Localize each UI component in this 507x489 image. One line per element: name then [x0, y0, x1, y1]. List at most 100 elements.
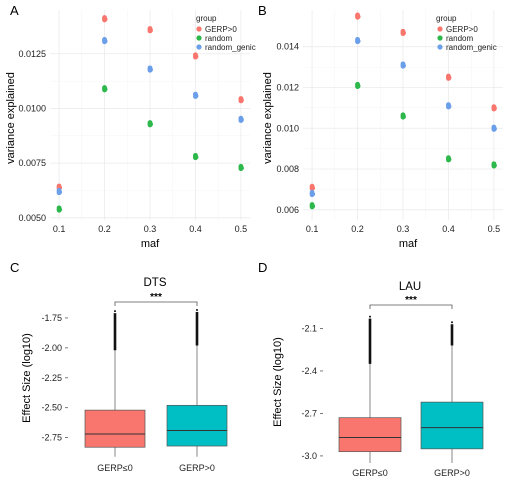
panel-a-x-tick-label: 0.4 [189, 224, 202, 234]
panel-b-point-random [400, 112, 406, 120]
panel-b-x-tick-label: 0.4 [442, 224, 455, 234]
panel-d-y-tick-label: -2.1 [301, 323, 317, 333]
panel-c-box-body [84, 409, 146, 448]
panel-b-legend-marker-random-genic [437, 44, 443, 50]
panel-b-point-gerp-0 [309, 183, 316, 191]
panel-a-point-gerp-0 [102, 15, 108, 23]
panel-c-outliers [113, 313, 117, 351]
panel-a-marks [56, 15, 244, 213]
panel-a-point-random [193, 152, 199, 161]
panel-d-significance-label: *** [405, 295, 417, 306]
panel-d-outliers [450, 324, 454, 346]
panel-a-grid [50, 10, 250, 220]
panel-b-point-dot [310, 191, 316, 197]
panel-b-point-dot [446, 75, 452, 81]
panel-b-x-tick-label: 0.5 [488, 224, 501, 234]
panel-c-y-axis-title: Effect Size (log10) [21, 333, 33, 423]
panel-a-legend-label-random: random [205, 34, 232, 43]
panel-b-point-dot [492, 163, 497, 168]
panel-a-y-tick-label: 0.0125 [18, 49, 46, 59]
panel-b-point-random [309, 202, 316, 210]
panel-c-x-tick-label: GERP≤0 [97, 463, 132, 473]
panel-a-legend-marker-random [196, 35, 202, 41]
panel-a-point-random [56, 205, 63, 213]
panel-a-legend-marker-random-genic [196, 44, 202, 50]
panel-b-y-tick-label: 0.012 [276, 82, 299, 92]
panel-b-point-dot [310, 185, 316, 191]
panel-d-marks [338, 315, 484, 463]
panel-d-y-ticks: -2.1 -2.4 -2.7 -3.0 [301, 323, 323, 461]
panel-a-point-dot [193, 93, 199, 99]
panel-c-y-tick-label: -2.00 [41, 343, 62, 353]
panel-b-legend-marker-gerp [437, 26, 443, 32]
panel-a-point-random-genic [56, 187, 63, 196]
panel-a-point-dot [102, 86, 108, 92]
panel-a-point-random [102, 85, 108, 93]
panel-a-y-tick-label: 0.0075 [18, 158, 46, 168]
panel-d-x-tick-label: GERP>0 [434, 468, 470, 478]
panel-d-boxplot: D LAU -2.1 -2.4 -2.7 -3.0 GERP≤0 GERP>0 Effe… [258, 260, 484, 478]
panel-b-x-axis-title: maf [399, 238, 418, 250]
panel-b-point-random-genic [491, 124, 497, 132]
panel-c-outliers [195, 311, 199, 346]
panel-b-x-tick-label: 0.1 [306, 224, 319, 234]
panel-a-y-tick-label: 0.0050 [18, 213, 46, 223]
panel-b-point-random-genic [355, 36, 361, 45]
panel-c-marks [84, 308, 228, 457]
panel-d-letter: D [258, 260, 267, 275]
panel-a-point-random-genic [102, 37, 108, 45]
panel-b-legend-title: group [436, 14, 457, 23]
panel-a-point-dot [148, 27, 154, 33]
panel-d-box-gerp-le0 [338, 315, 402, 463]
panel-b-y-tick-label: 0.014 [276, 42, 299, 52]
panel-d-outlier-point [451, 321, 453, 324]
panel-a-point-dot [239, 117, 244, 123]
panel-c-significance-label: *** [150, 292, 162, 303]
panel-c-box-gerp-le0 [84, 310, 146, 457]
panel-b-legend-marker-random [437, 35, 443, 41]
panel-d-box-body [338, 417, 402, 453]
panel-b-point-dot [355, 83, 361, 89]
panel-a-legend: group GERP>0 random random_genic [196, 14, 256, 52]
panel-a-x-tick-label: 0.5 [235, 224, 248, 234]
panel-b-y-axis-title: variance explained [262, 72, 274, 164]
panel-a-point-dot [193, 54, 199, 59]
panel-a-point-dot [102, 16, 108, 22]
panel-a-point-dot [193, 154, 199, 160]
panel-c-box-body [166, 404, 228, 447]
panel-d-box-body [420, 401, 484, 450]
panel-a-legend-marker-gerp [196, 26, 202, 32]
panel-b-legend: group GERP>0 random random_genic [436, 14, 497, 52]
panel-b-y-tick-label: 0.006 [276, 205, 299, 215]
panel-b-point-dot [492, 126, 497, 132]
panel-d-box-gerp-gt0 [420, 321, 484, 463]
panel-a-y-axis-title: variance explained [5, 72, 17, 164]
panel-b-marks [309, 12, 497, 210]
panel-a-legend-label-gerp: GERP>0 [205, 25, 237, 34]
panel-b-point-random-genic [309, 189, 316, 198]
panel-a-point-gerp-0 [238, 96, 244, 104]
panel-a-point-dot [148, 67, 154, 73]
panel-a-point-random-genic [238, 115, 244, 123]
panel-b-y-ticks: 0.006 0.008 0.010 0.012 0.014 [276, 42, 299, 215]
panel-d-x-ticks: GERP≤0 GERP>0 [352, 468, 470, 478]
panel-b-letter: B [258, 3, 267, 18]
panel-d-outlier-point [369, 315, 371, 318]
panel-c-x-tick-label: GERP>0 [179, 463, 215, 473]
panel-b-y-tick-label: 0.008 [276, 164, 299, 174]
panel-d-x-tick-label: GERP≤0 [352, 468, 387, 478]
panel-a-point-random-genic [193, 91, 199, 99]
panel-b-point-dot [310, 203, 316, 209]
panel-b-point-random [355, 81, 361, 90]
panel-c-y-tick-label: -2.75 [41, 433, 62, 443]
panel-b-point-random-genic [400, 61, 406, 69]
panel-a-legend-label-random-genic: random_genic [205, 43, 256, 52]
panel-c-y-tick-label: -1.75 [41, 313, 62, 323]
panel-c-outlier-point [196, 308, 198, 311]
panel-b-grid [303, 10, 503, 220]
panel-b-x-tick-label: 0.2 [351, 224, 364, 234]
panel-c-letter: C [10, 260, 19, 275]
panel-a-point-dot [102, 38, 108, 44]
panel-b-legend-label-gerp: GERP>0 [446, 25, 478, 34]
